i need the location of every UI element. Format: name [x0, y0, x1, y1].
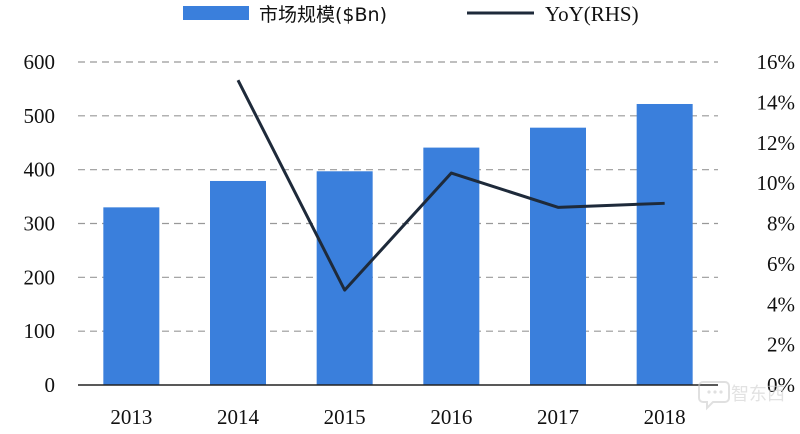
speech-bubble-logo-icon — [698, 381, 730, 411]
legend: 市场规模($Bn) YoY(RHS) — [183, 2, 639, 26]
y-left-tick-label: 0 — [45, 373, 56, 397]
y-right-tick-label: 16% — [757, 50, 796, 74]
x-tick-label: 2018 — [644, 405, 686, 429]
watermark: 智东西 — [698, 381, 785, 411]
x-tick-label: 2015 — [324, 405, 366, 429]
x-tick-label: 2013 — [110, 405, 152, 429]
y-right-tick-label: 6% — [767, 252, 795, 276]
bar-2013 — [103, 207, 160, 385]
legend-line-label: YoY(RHS) — [545, 2, 639, 26]
y-right-tick-label: 2% — [767, 333, 795, 357]
bar-2017 — [530, 127, 586, 385]
watermark-text: 智东西 — [731, 384, 785, 405]
x-tick-label: 2014 — [217, 405, 260, 429]
x-axis-ticks: 2013 2014 2015 2016 2017 2018 — [110, 405, 685, 429]
y-left-tick-label: 500 — [24, 104, 56, 128]
y-left-tick-label: 100 — [24, 319, 56, 343]
bar-2016 — [423, 147, 480, 385]
bar-2015 — [316, 171, 373, 385]
y-left-tick-label: 600 — [24, 50, 56, 74]
x-tick-label: 2017 — [537, 405, 579, 429]
legend-bar-swatch — [183, 6, 249, 20]
y-right-tick-label: 10% — [757, 171, 796, 195]
y-axis-left-ticks: 0 100 200 300 400 500 600 — [24, 50, 56, 397]
bar-2018 — [636, 103, 693, 386]
y-right-tick-label: 12% — [757, 131, 796, 155]
y-right-tick-label: 14% — [757, 90, 796, 114]
bar-series — [103, 103, 693, 386]
grid-lines — [78, 61, 718, 332]
x-tick-label: 2016 — [430, 405, 472, 429]
line-series — [236, 79, 665, 292]
y-axis-right-ticks: 0% 2% 4% 6% 8% 10% 12% 14% 16% — [757, 50, 796, 397]
y-left-tick-label: 400 — [24, 158, 56, 182]
y-right-tick-label: 8% — [767, 212, 795, 236]
bar-2014 — [210, 180, 266, 385]
y-left-tick-label: 300 — [24, 212, 56, 236]
legend-bar-label: 市场规模($Bn) — [259, 4, 387, 26]
y-right-tick-label: 0% — [767, 373, 795, 397]
y-left-tick-label: 200 — [24, 265, 56, 289]
y-right-tick-label: 4% — [767, 292, 795, 316]
